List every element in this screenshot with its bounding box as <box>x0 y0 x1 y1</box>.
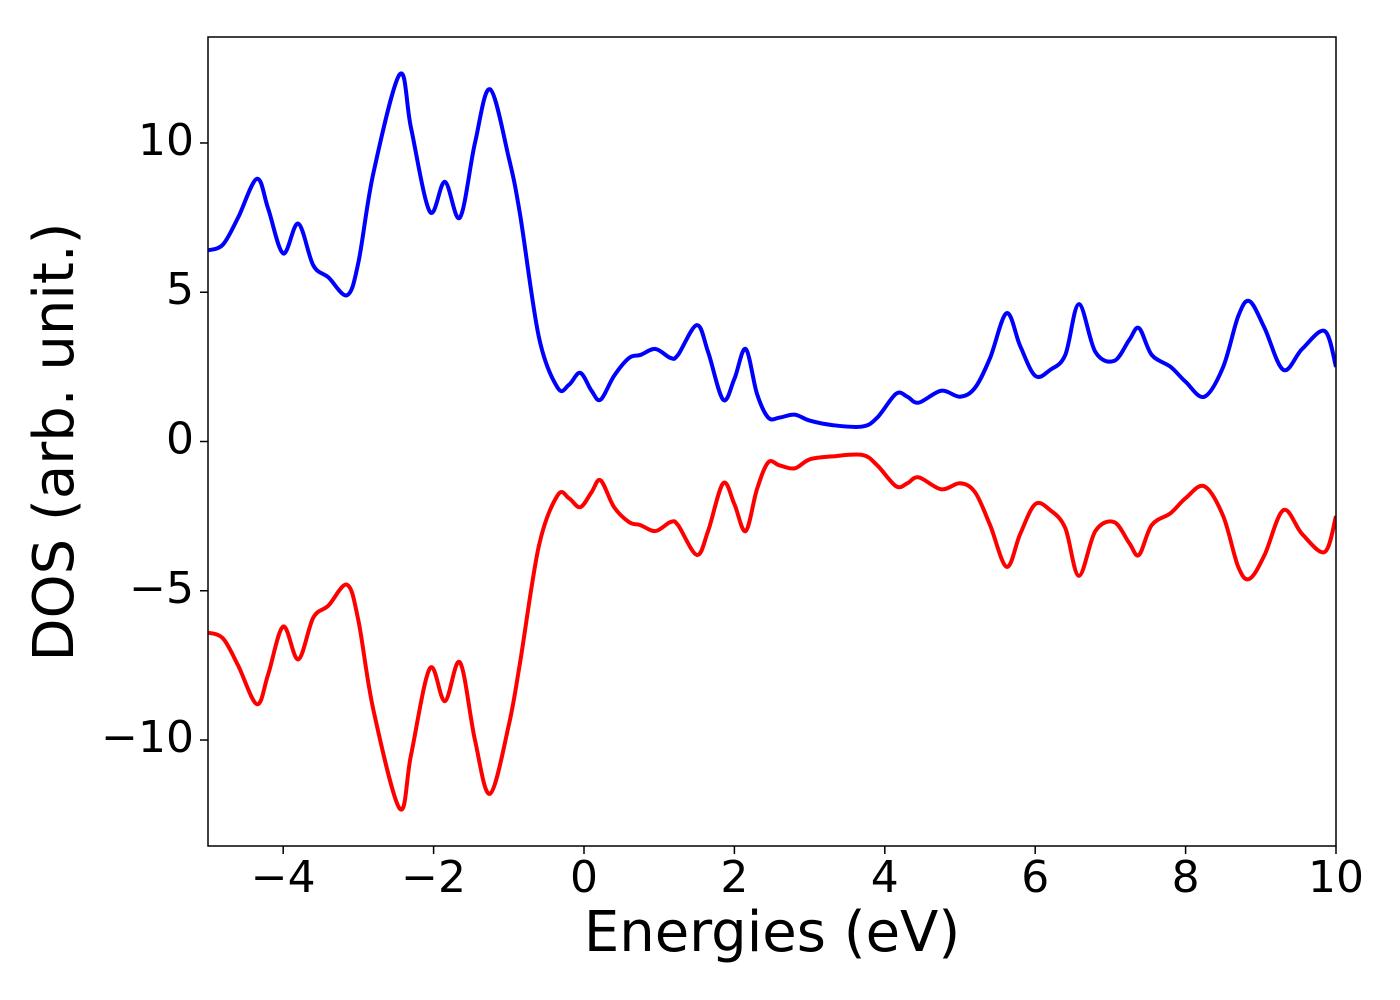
x-tick-label: 6 <box>1021 852 1049 903</box>
y-axis-label: DOS (arb. unit.) <box>22 222 87 661</box>
x-axis-label: Energies (eV) <box>584 900 960 965</box>
x-tick-label: 8 <box>1172 852 1200 903</box>
x-tick-label: 4 <box>871 852 899 903</box>
x-tick-label: 2 <box>720 852 748 903</box>
x-tick-label: −4 <box>251 852 316 903</box>
dos-line <box>208 452 1336 812</box>
x-tick-label: 10 <box>1308 852 1364 903</box>
y-tick-label: −5 <box>129 563 194 614</box>
dos-line <box>208 71 1336 430</box>
y-tick-label: −10 <box>101 712 194 763</box>
y-tick-label: 5 <box>166 264 194 315</box>
y-tick-label: 0 <box>166 414 194 465</box>
y-tick-label: 10 <box>138 115 194 166</box>
x-tick-label: −2 <box>401 852 466 903</box>
plot-frame <box>207 36 1337 847</box>
x-tick-label: 0 <box>570 852 598 903</box>
